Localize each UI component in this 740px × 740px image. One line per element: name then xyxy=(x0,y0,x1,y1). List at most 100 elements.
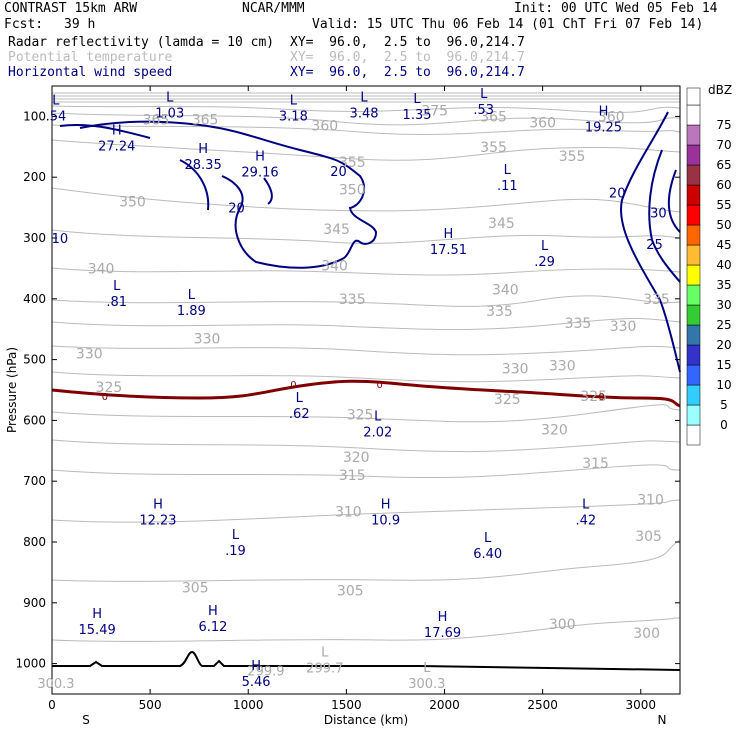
theta-label: 335 xyxy=(565,316,592,332)
forecast-hours: 39 h xyxy=(64,17,96,32)
theta-label: 315 xyxy=(582,456,609,472)
theta-label: 325 xyxy=(96,380,123,396)
wind-extremum-value: .53 xyxy=(473,103,494,118)
colorbar-swatch xyxy=(686,304,701,326)
wind-extremum-value: .62 xyxy=(289,407,310,422)
wind-extremum-value: .11 xyxy=(497,179,518,194)
colorbar-swatch xyxy=(686,224,701,246)
wind-extremum-value: 29.16 xyxy=(241,165,278,180)
x-tick-label: 3000 xyxy=(625,698,656,712)
theta-label: 300 xyxy=(633,626,660,642)
theta-contour xyxy=(51,124,681,135)
colorbar-label: 55 xyxy=(716,198,731,212)
colorbar-swatch xyxy=(686,384,701,406)
y-tick-label: 700 xyxy=(23,474,46,488)
wind-extremum-type: H xyxy=(381,498,391,513)
wind-extremum-type: L xyxy=(188,288,196,303)
theta-label: 365 xyxy=(480,109,507,125)
y-axis-label: Pressure (hPa) xyxy=(5,347,19,433)
theta-label: 305 xyxy=(182,581,209,597)
wind-extremum-type: H xyxy=(92,607,102,622)
theta-label: 330 xyxy=(502,362,529,378)
wind-extremum-type: L xyxy=(504,163,512,178)
x-tick-label: 1500 xyxy=(331,698,362,712)
field-theta-xy: XY= 96.0, 2.5 to 96.0,214.7 xyxy=(290,50,525,65)
theta-extremum-type: L xyxy=(423,661,431,676)
wind-extremum-type: H xyxy=(444,227,454,242)
colorbar-swatch xyxy=(686,404,701,426)
theta-label: 330 xyxy=(76,347,103,363)
wind-extremum-value: 6.40 xyxy=(473,547,502,562)
y-tick-label: 500 xyxy=(23,353,46,367)
plot-frame xyxy=(51,85,681,695)
theta-contour xyxy=(51,229,681,244)
colorbar-label: 10 xyxy=(716,378,731,392)
theta-label: 360 xyxy=(598,109,625,125)
theta-contour xyxy=(51,371,681,383)
wind-extremum-value: 12.23 xyxy=(139,514,176,529)
colorbar-swatch xyxy=(686,124,701,146)
wind-extremum-value: 3.18 xyxy=(279,109,308,124)
theta-extremum-value: 299.7 xyxy=(306,662,343,677)
theta-label: 330 xyxy=(610,319,637,335)
wind-extremum-type: L xyxy=(480,87,488,102)
right-end-label: N xyxy=(658,713,667,727)
y-tick-label: 400 xyxy=(23,292,46,306)
model-title: CONTRAST 15km ARW xyxy=(4,1,138,16)
theta-contour xyxy=(51,464,681,479)
theta-label: 310 xyxy=(637,492,664,508)
theta-label: 340 xyxy=(492,283,519,299)
freezing-level-label: 0 xyxy=(102,392,108,403)
wind-contour-label: 25 xyxy=(646,238,663,253)
center-label: NCAR/MMM xyxy=(242,1,305,16)
wind-extremum-type: L xyxy=(296,391,304,406)
wind-contour xyxy=(179,159,210,211)
colorbar-label: 5 xyxy=(720,398,728,412)
wind-extremum-value: 2.02 xyxy=(363,425,392,440)
colorbar-label: 65 xyxy=(716,158,731,172)
y-tick-label: 300 xyxy=(23,231,46,245)
wind-extremum-type: L xyxy=(113,279,121,294)
wind-contour-label: 20 xyxy=(609,186,626,201)
wind-extremum-type: L xyxy=(290,93,298,108)
colorbar-swatch xyxy=(686,204,701,226)
theta-contour xyxy=(51,112,681,126)
theta-contour xyxy=(51,318,681,330)
x-tick-label: 0 xyxy=(48,698,56,712)
wind-extremum-type: H xyxy=(208,604,218,619)
freezing-level-label: 0 xyxy=(290,380,296,391)
valid-time: Valid: 15 UTC Thu 06 Feb 14 (01 ChT Fri … xyxy=(312,17,704,32)
theta-contour xyxy=(51,267,681,276)
theta-label: 330 xyxy=(194,331,221,347)
wind-extremum-type: L xyxy=(166,90,174,105)
freezing-level-label: 0 xyxy=(377,380,383,391)
wind-extremum-value: .42 xyxy=(575,514,596,529)
wind-extremum-type: H xyxy=(438,610,448,625)
wind-extremum-value: 17.69 xyxy=(424,626,461,641)
colorbar-swatch xyxy=(686,284,701,306)
colorbar-swatch xyxy=(686,87,701,106)
theta-contour xyxy=(51,499,681,523)
y-tick-label: 600 xyxy=(23,413,46,427)
theta-label: 320 xyxy=(343,450,370,466)
colorbar-label: 75 xyxy=(716,118,731,132)
theta-label: 360 xyxy=(529,115,556,131)
wind-contour-label: 30 xyxy=(650,206,667,221)
colorbar-swatch xyxy=(686,424,701,446)
wind-extremum-type: L xyxy=(413,92,421,107)
theta-label: 345 xyxy=(488,216,515,232)
wind-contour xyxy=(667,169,681,233)
theta-contour xyxy=(51,404,681,423)
field-wind-name: Horizontal wind speed xyxy=(8,65,173,80)
colorbar-label: 45 xyxy=(716,238,731,252)
theta-label: 325 xyxy=(580,389,607,405)
theta-label: 350 xyxy=(119,195,146,211)
theta-extremum-value: 300.3 xyxy=(37,677,74,692)
wind-extremum-value: 27.24 xyxy=(98,140,135,155)
wind-extremum-value: 1.35 xyxy=(403,108,432,123)
theta-contour xyxy=(51,187,681,213)
wind-extremum-value: 15.49 xyxy=(79,623,116,638)
x-tick-label: 2500 xyxy=(527,698,558,712)
wind-extremum-value: 28.35 xyxy=(185,158,222,173)
